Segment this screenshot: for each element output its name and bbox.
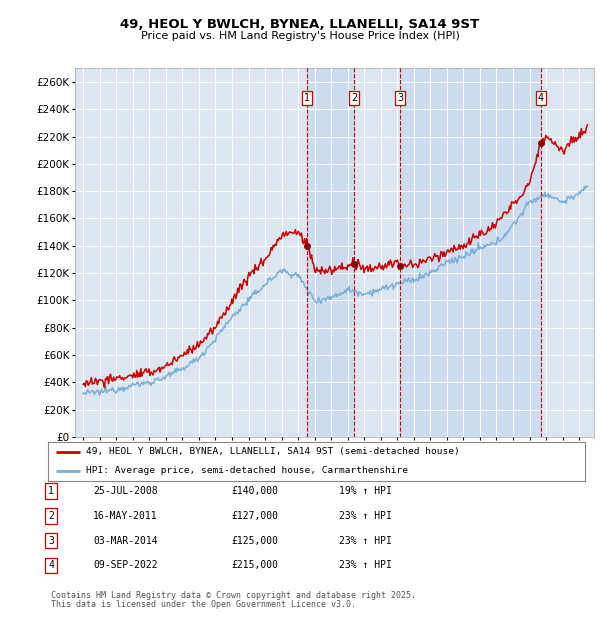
Text: HPI: Average price, semi-detached house, Carmarthenshire: HPI: Average price, semi-detached house,… (86, 466, 407, 476)
Text: 4: 4 (48, 560, 54, 570)
Text: 23% ↑ HPI: 23% ↑ HPI (339, 511, 392, 521)
Text: 19% ↑ HPI: 19% ↑ HPI (339, 486, 392, 496)
Text: 16-MAY-2011: 16-MAY-2011 (93, 511, 158, 521)
Text: £215,000: £215,000 (231, 560, 278, 570)
Text: 4: 4 (538, 93, 544, 104)
Text: £127,000: £127,000 (231, 511, 278, 521)
Text: £140,000: £140,000 (231, 486, 278, 496)
Text: Price paid vs. HM Land Registry's House Price Index (HPI): Price paid vs. HM Land Registry's House … (140, 31, 460, 41)
Text: 2: 2 (351, 93, 357, 104)
Bar (400, 68, 541, 437)
Text: 23% ↑ HPI: 23% ↑ HPI (339, 560, 392, 570)
Text: 49, HEOL Y BWLCH, BYNEA, LLANELLI, SA14 9ST (semi-detached house): 49, HEOL Y BWLCH, BYNEA, LLANELLI, SA14 … (86, 447, 460, 456)
Text: 49, HEOL Y BWLCH, BYNEA, LLANELLI, SA14 9ST: 49, HEOL Y BWLCH, BYNEA, LLANELLI, SA14 … (121, 19, 479, 31)
Text: £125,000: £125,000 (231, 536, 278, 546)
Text: 2: 2 (48, 511, 54, 521)
Text: 23% ↑ HPI: 23% ↑ HPI (339, 536, 392, 546)
Text: 3: 3 (397, 93, 403, 104)
Bar (307, 68, 354, 437)
Text: 09-SEP-2022: 09-SEP-2022 (93, 560, 158, 570)
Text: 1: 1 (48, 486, 54, 496)
Text: This data is licensed under the Open Government Licence v3.0.: This data is licensed under the Open Gov… (51, 600, 356, 609)
Text: 25-JUL-2008: 25-JUL-2008 (93, 486, 158, 496)
Text: 1: 1 (304, 93, 310, 104)
Text: 03-MAR-2014: 03-MAR-2014 (93, 536, 158, 546)
Text: Contains HM Land Registry data © Crown copyright and database right 2025.: Contains HM Land Registry data © Crown c… (51, 591, 416, 600)
Text: 3: 3 (48, 536, 54, 546)
